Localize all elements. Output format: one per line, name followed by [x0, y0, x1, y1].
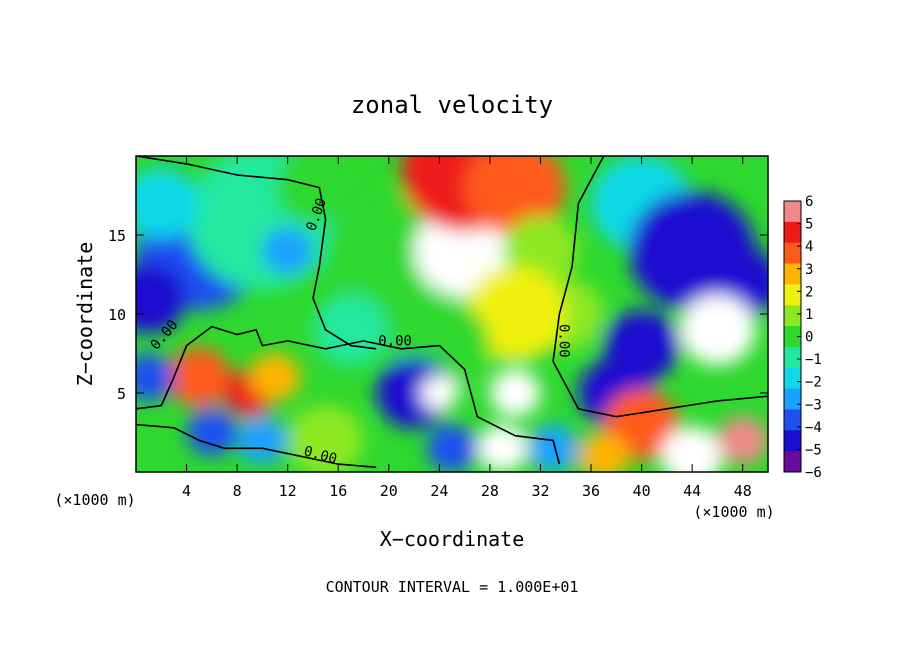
x-unit-right: (×1000 m)	[693, 503, 774, 521]
chart-title: zonal velocity	[351, 91, 553, 119]
y-tick-label: 5	[117, 385, 126, 403]
field-region-20	[489, 369, 541, 417]
zero-contour-2	[552, 156, 768, 418]
colorbar-swatch	[784, 305, 801, 327]
colorbar-tick-label: 6	[805, 194, 813, 210]
colorbar-tick-label: −6	[805, 465, 822, 481]
field-region-36	[136, 167, 200, 239]
colorbar-tick-label: −3	[805, 397, 822, 413]
x-tick-label: 36	[582, 482, 600, 500]
y-tick-label: 10	[108, 306, 126, 324]
colorbar-tick-label: −2	[805, 375, 822, 391]
field-region-24	[167, 347, 231, 407]
zero-contour-0	[136, 156, 377, 350]
zero-contour-1	[136, 325, 561, 465]
field-region-1	[136, 262, 187, 334]
y-axis: 5 10 15	[108, 227, 768, 403]
contour-label-3: 0.00	[555, 324, 571, 358]
x-tick-label: 20	[380, 482, 398, 500]
x-tick-label: 12	[279, 482, 297, 500]
field-region-23	[527, 424, 579, 472]
colorbar-swatch	[784, 409, 801, 431]
x-tick-label: 16	[329, 482, 347, 500]
colorbar-tick-label: 3	[805, 262, 813, 278]
x-tick-label: 48	[734, 482, 752, 500]
colorbar-swatch	[784, 284, 801, 306]
x-axis: 4 8 12 16 20 24 28 32 36 40 44 48	[182, 156, 752, 500]
x-tick-label: 32	[531, 482, 549, 500]
colorbar-tick-label: 2	[805, 284, 813, 300]
colorbar-swatch	[784, 201, 801, 223]
colorbar-swatch	[784, 367, 801, 390]
field-region-28	[186, 408, 238, 457]
x-tick-label: 44	[683, 482, 701, 500]
field-region-27	[136, 353, 174, 401]
field-region-3	[262, 227, 313, 275]
zero-contour-3	[136, 423, 377, 469]
field-region-21	[477, 424, 528, 472]
colorbar: 6 5 4 3 2 1 0 −1 −2 −3 −4 −5 −6	[783, 194, 822, 481]
field-region-22	[426, 424, 478, 472]
colorbar-tick-label: −4	[805, 420, 822, 436]
colorbar-tick-label: 5	[805, 217, 813, 233]
contour-interval-note: CONTOUR INTERVAL = 1.000E+01	[326, 578, 579, 596]
field-region-7	[464, 156, 566, 235]
colorbar-swatch	[784, 221, 801, 244]
x-tick-label: 8	[233, 482, 242, 500]
field-region-4	[325, 191, 452, 311]
colorbar-swatch	[784, 242, 801, 265]
colorbar-swatch	[784, 451, 801, 473]
field-region-18	[376, 357, 452, 429]
colorbar-tick-label: 0	[805, 330, 813, 346]
field-region-33	[660, 426, 724, 472]
x-unit-left: (×1000 m)	[54, 491, 135, 509]
x-tick-label: 28	[481, 482, 499, 500]
x-axis-label: X−coordinate	[380, 527, 525, 551]
field-region-13	[679, 294, 756, 366]
colorbar-swatch	[784, 430, 801, 452]
y-axis-label: Z−coordinate	[73, 242, 97, 387]
field-region-26	[249, 353, 301, 401]
velocity-field: 0.000.00 0.00 0.000.00	[136, 156, 768, 472]
field-region-30	[287, 404, 364, 472]
field-region-37	[275, 156, 351, 224]
colorbar-swatch	[784, 263, 801, 285]
contour-label-2: 0.00	[378, 334, 412, 350]
field-region-35	[578, 432, 629, 472]
field-region-34	[717, 416, 768, 465]
colorbar-swatch	[784, 326, 801, 348]
colorbar-swatch	[784, 388, 801, 410]
colorbar-tick-label: −1	[805, 352, 822, 368]
field-region-29	[237, 416, 288, 465]
colorbar-swatch	[784, 346, 801, 369]
x-tick-label: 4	[182, 482, 191, 500]
field-region-19	[420, 375, 459, 411]
x-tick-label: 24	[430, 482, 448, 500]
x-tick-label: 40	[633, 482, 651, 500]
colorbar-tick-label: 4	[805, 239, 813, 255]
colorbar-tick-label: −5	[805, 442, 822, 458]
colorbar-tick-label: 1	[805, 307, 813, 323]
y-tick-label: 15	[108, 227, 126, 245]
field-region-31	[312, 294, 389, 366]
field-region-16	[464, 266, 566, 362]
